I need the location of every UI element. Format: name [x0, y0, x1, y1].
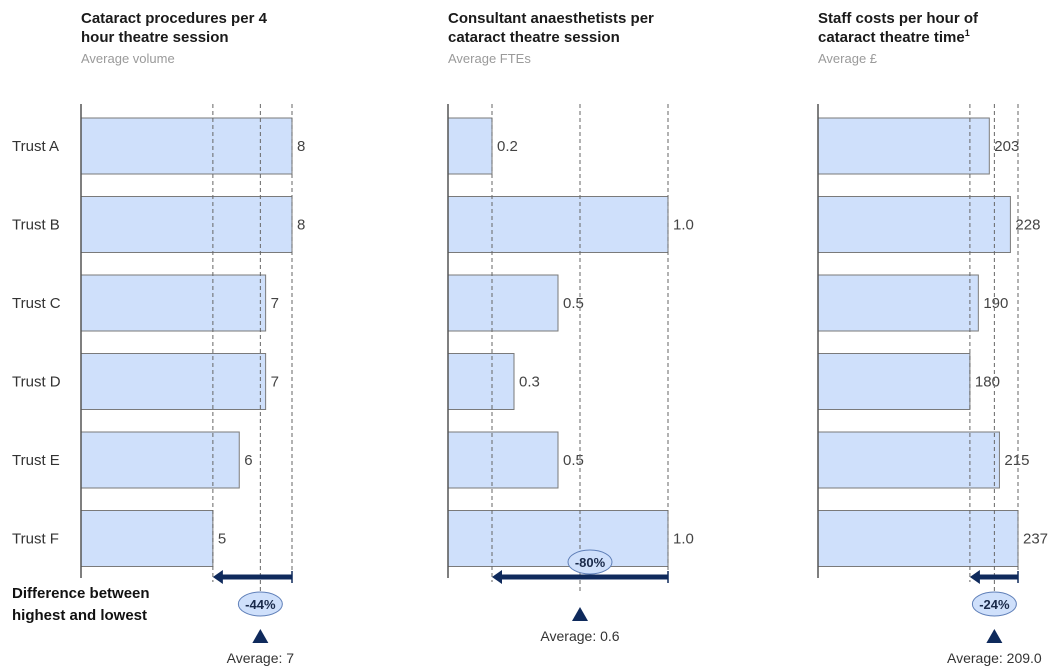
category-label: Trust C	[12, 295, 61, 312]
value-label: 7	[271, 295, 279, 312]
chart-subtitle: Average volume	[81, 51, 175, 66]
bar-trust-f	[447, 510, 669, 567]
value-label: 5	[218, 531, 226, 548]
arrow-head	[492, 570, 502, 584]
arrow-head	[969, 570, 980, 584]
difference-percent: -24%	[979, 597, 1010, 612]
category-label: Trust B	[12, 217, 60, 234]
category-label: Trust E	[12, 452, 60, 469]
bar-trust-c	[817, 274, 979, 332]
value-label: 1.0	[673, 531, 694, 548]
chart-title-line-1: Consultant anaesthetists per	[448, 10, 654, 27]
chart-subtitle: Average FTEs	[448, 51, 531, 66]
value-label: 237	[1023, 531, 1048, 548]
difference-label-line-1: Difference between	[12, 585, 150, 602]
value-label: 228	[1015, 217, 1040, 234]
value-label: 7	[271, 374, 279, 391]
average-marker-icon	[252, 629, 269, 643]
arrow-head	[212, 570, 223, 584]
value-label: 215	[1004, 452, 1029, 469]
chart-subtitle: Average £	[818, 51, 878, 66]
difference-badge	[971, 591, 1017, 617]
value-label: 190	[983, 295, 1008, 312]
difference-label-line-2: highest and lowest	[12, 607, 147, 624]
value-label: 8	[297, 217, 305, 234]
difference-percent: -44%	[245, 597, 276, 612]
chart-title-line-2: cataract theatre time1	[818, 28, 970, 46]
difference-percent: -80%	[575, 555, 606, 570]
bar-trust-c	[80, 274, 267, 332]
value-label: 6	[244, 452, 252, 469]
value-label: 8	[297, 138, 305, 155]
average-label: Average: 209.0	[947, 650, 1042, 666]
chart-title-line-2: hour theatre session	[81, 29, 229, 46]
value-label: 203	[994, 138, 1019, 155]
bar-trust-e	[80, 431, 240, 489]
bar-trust-b	[80, 196, 293, 253]
average-label: Average: 0.6	[540, 628, 619, 644]
average-label: Average: 7	[227, 650, 295, 666]
chart-title-line-2: cataract theatre session	[448, 29, 620, 46]
value-label: 0.5	[563, 452, 584, 469]
bar-trust-a	[80, 117, 293, 175]
category-label: Trust D	[12, 374, 61, 391]
bar-trust-e	[447, 431, 559, 489]
category-label: Trust F	[12, 531, 59, 548]
bar-trust-a	[447, 117, 493, 175]
bar-trust-d	[817, 353, 971, 410]
bar-trust-a	[817, 117, 990, 175]
chart-panel-1: Cataract procedures per 4 hour theatre se…	[12, 10, 305, 666]
bar-trust-c	[447, 274, 559, 332]
value-label: 0.5	[563, 295, 584, 312]
difference-badge	[567, 549, 613, 575]
value-label: 0.3	[519, 374, 540, 391]
value-label: 1.0	[673, 217, 694, 234]
value-label: 0.2	[497, 138, 518, 155]
chart-title-line-1: Cataract procedures per 4	[81, 10, 268, 27]
category-label: Trust A	[12, 138, 59, 155]
bar-trust-b	[447, 196, 669, 253]
bar-trust-e	[817, 431, 1000, 489]
bar-trust-f	[80, 510, 214, 567]
average-marker-icon	[986, 629, 1003, 643]
difference-badge	[237, 591, 283, 617]
chart-title-line-1: Staff costs per hour of	[818, 10, 979, 27]
bar-trust-d	[80, 353, 267, 410]
bar-trust-f	[817, 510, 1019, 567]
bar-trust-d	[447, 353, 515, 410]
average-marker-icon	[572, 607, 588, 621]
bar-trust-b	[817, 196, 1011, 253]
value-label: 180	[975, 374, 1000, 391]
chart-panel-2: Consultant anaesthetists per cataract the…	[447, 10, 694, 644]
